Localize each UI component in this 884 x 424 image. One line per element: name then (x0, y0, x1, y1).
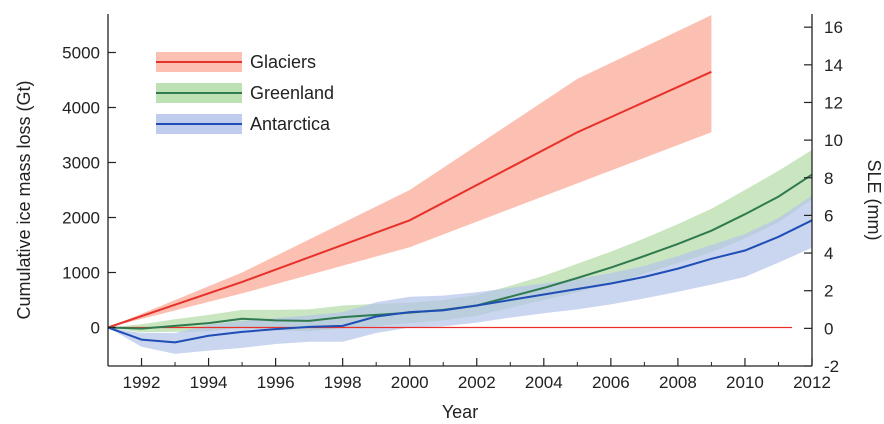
y2-tick-label: 4 (824, 244, 833, 263)
y2-tick-label: 10 (824, 131, 843, 150)
glaciers-band (108, 15, 712, 328)
x-tick-label: 2004 (525, 373, 563, 392)
legend-label-glaciers: Glaciers (250, 52, 316, 72)
x-tick-label: 2012 (793, 373, 831, 392)
y2-tick-label: 12 (824, 93, 843, 112)
legend-label-greenland: Greenland (250, 83, 334, 103)
x-tick-label: 1994 (190, 373, 228, 392)
y-tick-label: 0 (91, 319, 100, 338)
uncertainty-bands (108, 15, 812, 354)
y2-axis-label: SLE (mm) (864, 160, 884, 241)
x-tick-label: 2006 (592, 373, 630, 392)
x-axis-label: Year (442, 402, 478, 422)
glaciers-line (107, 70, 712, 329)
x-tick-label: 1992 (123, 373, 161, 392)
y2-tick-label: 8 (824, 169, 833, 188)
y-tick-label: 4000 (62, 99, 100, 118)
y-tick-label: 3000 (62, 154, 100, 173)
y2-tick-label: 6 (824, 206, 833, 225)
y2-tick-label: 16 (824, 18, 843, 37)
x-tick-label: 2002 (458, 373, 496, 392)
y-axis-label: Cumulative ice mass loss (Gt) (14, 80, 34, 319)
x-tick-label: 1998 (324, 373, 362, 392)
x-tick-label: 1996 (257, 373, 295, 392)
antarctica-band (108, 195, 812, 354)
axes: 1992 1994 1996 1998 2000 2002 2004 2006 2008 2010… (62, 14, 843, 392)
x-tick-label: 2010 (726, 373, 764, 392)
greenland-band (108, 149, 812, 333)
y2-tick-label: -2 (824, 357, 839, 376)
y-tick-label: 1000 (62, 264, 100, 283)
legend: Glaciers Greenland Antarctica (156, 52, 334, 134)
antarctica-line (107, 219, 813, 344)
x-tick-label: 2008 (659, 373, 697, 392)
y-tick-label: 2000 (62, 209, 100, 228)
x-tick-label: 2000 (391, 373, 429, 392)
y2-tick-label: 2 (824, 282, 833, 301)
y2-tick-label: 0 (824, 319, 833, 338)
y2-tick-label: 14 (824, 56, 843, 75)
legend-label-antarctica: Antarctica (250, 114, 331, 134)
y-tick-label: 5000 (62, 44, 100, 63)
series-lines (107, 70, 813, 344)
